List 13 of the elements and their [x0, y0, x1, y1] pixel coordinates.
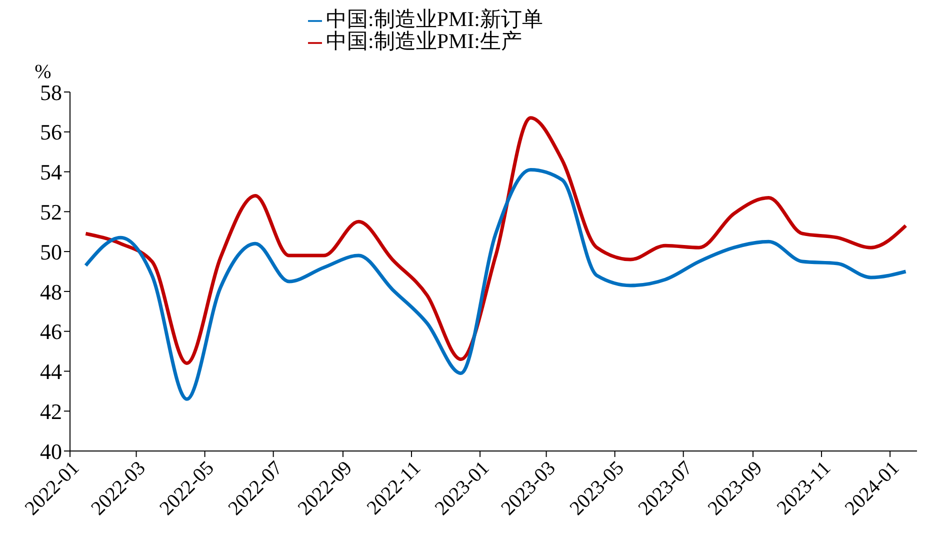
y-tick-label: 52 — [40, 199, 62, 224]
legend-label: 中国:制造业PMI:生产 — [326, 29, 522, 53]
y-tick-label: 46 — [40, 319, 62, 344]
y-tick-label: 54 — [40, 160, 62, 185]
y-tick-label: 56 — [40, 120, 62, 145]
line-series — [84, 168, 908, 401]
y-tick-label: 48 — [40, 279, 62, 304]
y-tick-label: 40 — [40, 438, 62, 464]
y-tick-label: 42 — [40, 398, 62, 424]
y-tick-label: 44 — [40, 359, 62, 384]
y-tick-label: 50 — [40, 239, 62, 264]
line-series — [84, 116, 908, 365]
legend-label: 中国:制造业PMI:新订单 — [326, 7, 544, 31]
